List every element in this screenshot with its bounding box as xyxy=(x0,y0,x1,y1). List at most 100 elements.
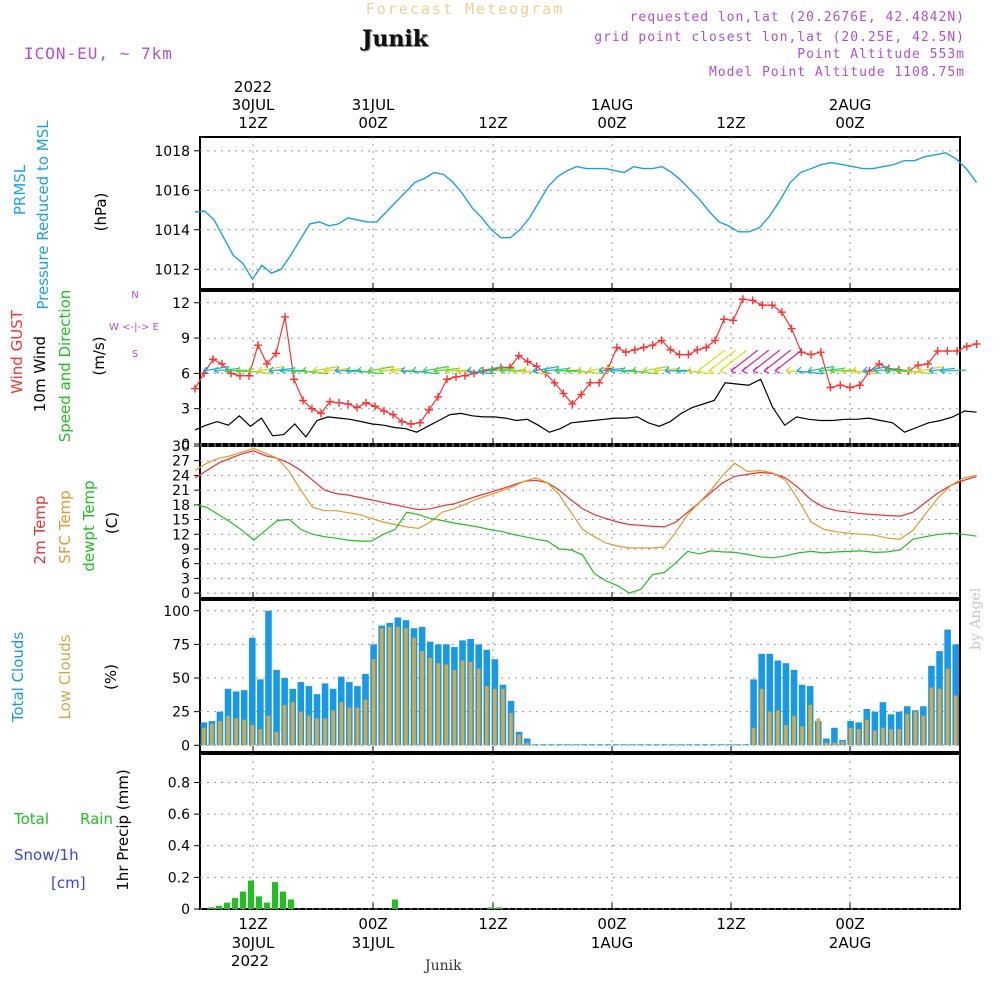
wind-arrow-head xyxy=(840,366,847,374)
low-clouds-bar xyxy=(355,707,360,746)
wind-arrow-head xyxy=(279,366,286,374)
low-clouds-bar xyxy=(832,742,837,746)
top-time-tick-label: 12Z xyxy=(478,114,507,132)
low-clouds-bar xyxy=(452,669,457,746)
gust-point xyxy=(972,339,981,348)
gust-point xyxy=(953,347,962,356)
wind-arrow-head xyxy=(741,366,748,374)
temperature-ytick-label: 6 xyxy=(181,557,190,573)
gust-point xyxy=(720,315,729,324)
wind-arrow-head xyxy=(246,366,253,374)
temperature-ytick-label: 21 xyxy=(172,483,190,499)
low-clouds-bar xyxy=(226,715,230,746)
wind-arrow-head xyxy=(400,366,407,374)
low-clouds-bar xyxy=(897,729,901,746)
gust-point xyxy=(595,378,604,387)
low-clouds-bar xyxy=(856,729,861,746)
low-clouds-bar xyxy=(759,688,764,746)
bottom-time-tick-label: 12Z xyxy=(478,915,507,933)
wind-arrow-head xyxy=(653,366,660,374)
low-clouds-bar xyxy=(331,710,335,746)
low-clouds-bar xyxy=(210,723,214,746)
wind-direction-arrow xyxy=(752,349,781,372)
wind-arrow-head xyxy=(906,366,913,374)
wind-arrow-head xyxy=(488,366,495,374)
total-clouds-bar xyxy=(580,744,588,746)
gust-point xyxy=(353,403,361,412)
low-clouds-bar xyxy=(509,712,513,746)
temperature-ytick-label: 24 xyxy=(172,468,190,484)
gust-point xyxy=(666,345,675,354)
grid-point-coords: grid point closest lon,lat (20.25E, 42.5… xyxy=(594,30,965,45)
precipitation-ytick-label: 0.8 xyxy=(168,775,190,791)
wind-arrow-head xyxy=(356,366,363,374)
wind-arrow-head xyxy=(499,366,506,374)
low-clouds-bar xyxy=(371,659,376,746)
precip-label: 1hr Precip (mm) xyxy=(114,769,132,890)
low-clouds-bar xyxy=(436,663,441,746)
low-clouds-bar xyxy=(921,715,926,746)
wind-arrow-head xyxy=(202,366,209,374)
rain-bar xyxy=(248,880,254,909)
wind-arrow-head xyxy=(884,366,891,374)
wind-arrow-head xyxy=(455,366,462,374)
wind-ytick-label: 9 xyxy=(181,331,190,347)
wind-direction-arrow xyxy=(719,349,748,372)
clouds-ytick-label: 50 xyxy=(172,671,190,687)
bottom-date-label: 31JUL xyxy=(352,934,395,952)
total-clouds-bar xyxy=(540,744,547,746)
gust-point xyxy=(254,341,262,350)
total-clouds-bar xyxy=(701,744,709,746)
low-clouds-bar xyxy=(444,664,449,746)
wind-arrow-head xyxy=(334,366,341,374)
wind-arrow-head xyxy=(631,366,638,374)
gust-point xyxy=(943,347,952,356)
low-clouds-bar xyxy=(307,715,311,746)
wind-arrow-head xyxy=(829,366,836,374)
total-clouds-bar xyxy=(661,744,668,746)
rain-bar xyxy=(496,907,502,909)
wind-arrow-head xyxy=(422,366,429,374)
prmsl-series-line xyxy=(194,152,978,281)
low-clouds-bar xyxy=(501,688,505,746)
low-clouds-bar xyxy=(379,628,384,746)
total-clouds-bar xyxy=(782,663,790,746)
gust-point xyxy=(443,375,451,384)
sfc-temp-label: SFC Temp xyxy=(56,490,74,563)
total-clouds-bar xyxy=(564,744,571,746)
gust-point xyxy=(470,369,478,378)
low-clouds-bar xyxy=(517,734,521,746)
wind-direction-arrow xyxy=(708,349,737,372)
low-clouds-bar xyxy=(323,718,327,746)
temp-unit-label: (C) xyxy=(103,512,121,534)
gust-point xyxy=(604,364,613,373)
wind-arrow-head xyxy=(587,366,594,374)
total-clouds-bar xyxy=(653,744,660,746)
gust-point xyxy=(711,336,720,345)
precipitation-ytick-label: 0.2 xyxy=(168,870,190,886)
clouds-ytick-label: 75 xyxy=(172,637,190,653)
gust-point xyxy=(398,417,406,426)
wind-arrow-head xyxy=(477,366,484,374)
wind-arrow-head xyxy=(763,366,770,374)
low-clouds-bar xyxy=(266,715,271,746)
wind-arrow-head xyxy=(532,366,539,374)
low-clouds-bar xyxy=(258,729,263,746)
bottom-time-tick-label: 12Z xyxy=(716,915,745,933)
low-clouds-bar xyxy=(808,704,812,746)
wind-arrow-head xyxy=(818,366,825,374)
low-clouds-bar xyxy=(282,704,287,746)
wind-arrow-head xyxy=(895,366,902,374)
low-clouds-bar xyxy=(493,688,497,746)
bottom-date-label: 1AUG xyxy=(591,934,633,952)
rain-bar xyxy=(208,907,214,909)
total-clouds-bar xyxy=(588,744,596,746)
snow-label: Snow/1h xyxy=(14,846,79,864)
wind-direction-arrow xyxy=(763,349,792,372)
wind-arrow-head xyxy=(774,366,781,374)
low-clouds-bar xyxy=(945,668,950,746)
wind-ytick-label: 3 xyxy=(181,402,190,418)
top-time-tick-label: 00Z xyxy=(358,114,387,132)
wind-ytick-label: 6 xyxy=(181,366,190,382)
wind-arrow-head xyxy=(675,366,682,374)
